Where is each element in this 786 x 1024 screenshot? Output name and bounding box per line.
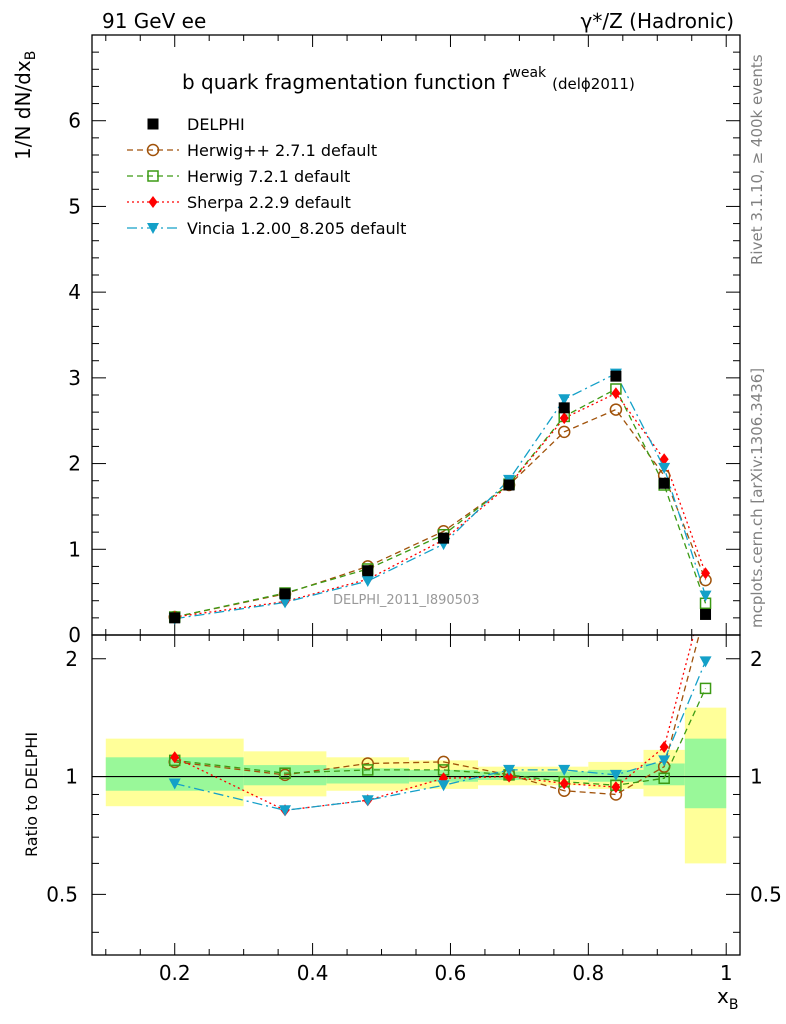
ratio-point-herwig7 bbox=[699, 682, 712, 695]
ratio-point-herwig7 bbox=[361, 764, 374, 776]
point-delphi bbox=[279, 588, 291, 600]
point-vincia bbox=[279, 597, 292, 609]
main-y-axis-label-sub: B bbox=[23, 51, 39, 61]
ratio-y-tick-label-right: 1 bbox=[750, 765, 763, 789]
x-tick-label: 0.4 bbox=[297, 961, 329, 985]
main-y-axis-label-text: 1/N dN/dx bbox=[11, 60, 35, 160]
series-line-sherpa bbox=[174, 392, 707, 618]
point-delphi bbox=[503, 479, 515, 491]
ratio-point-vincia bbox=[609, 769, 622, 781]
plot-title-main: b quark fragmentation function f bbox=[182, 70, 510, 94]
x-tick-label: 0.8 bbox=[572, 961, 604, 985]
ratio-y-tick-label: 2 bbox=[65, 647, 78, 671]
plot-title-suffix: (delϕ2011) bbox=[552, 75, 635, 93]
rivet-label: Rivet 3.1.10, ≥ 400k events bbox=[748, 54, 766, 265]
ratio-point-herwigpp bbox=[437, 755, 450, 769]
x-axis-label-sub: B bbox=[729, 997, 739, 1013]
legend-label: Vincia 1.2.00_8.205 default bbox=[187, 219, 406, 239]
x-axis-label: xB bbox=[717, 984, 738, 1013]
watermark: DELPHI_2011_I890503 bbox=[333, 593, 479, 608]
main-y-tick-label: 0 bbox=[68, 623, 81, 647]
x-tick-label: 0.2 bbox=[159, 961, 191, 985]
point-delphi bbox=[700, 608, 712, 620]
point-herwigpp bbox=[609, 403, 623, 416]
mcplots-label: mcplots.cern.ch [arXiv:1306.3436] bbox=[748, 368, 766, 628]
point-sherpa bbox=[559, 412, 569, 425]
ratio-y-axis-label: Ratio to DELPHI bbox=[22, 732, 41, 857]
ratio-point-herwig7 bbox=[658, 772, 670, 785]
ratio-series-group bbox=[168, 635, 712, 817]
main-y-tick-label: 1 bbox=[68, 537, 81, 561]
point-herwigpp bbox=[557, 425, 571, 439]
ratio-point-sherpa bbox=[659, 741, 669, 753]
x-axis-label-text: x bbox=[717, 984, 729, 1008]
uncertainty-bands bbox=[105, 707, 727, 864]
legend-label: DELPHI bbox=[187, 115, 245, 134]
ratio-point-sherpa bbox=[611, 781, 621, 794]
main-y-tick-label: 6 bbox=[68, 109, 81, 133]
main-y-tick-label: 5 bbox=[68, 194, 81, 218]
ratio-y-tick-label-right: 0.5 bbox=[750, 882, 782, 906]
point-sherpa bbox=[611, 387, 621, 400]
legend: DELPHI Herwig++ 2.7.1 default Herwig 7.2.1… bbox=[127, 115, 406, 239]
ratio-point-sherpa bbox=[504, 770, 514, 783]
point-vincia bbox=[699, 590, 712, 602]
header-left-label: 91 GeV ee bbox=[102, 9, 206, 33]
series-line-herwigpp bbox=[174, 408, 707, 618]
legend-label: Herwig++ 2.7.1 default bbox=[187, 141, 377, 160]
point-sherpa bbox=[701, 567, 711, 580]
legend-marker-herwigpp bbox=[146, 143, 160, 157]
point-delphi bbox=[169, 612, 181, 624]
band-inner bbox=[326, 768, 410, 784]
ratio-point-vincia bbox=[699, 656, 712, 668]
ratio-point-sherpa bbox=[170, 751, 180, 764]
legend-label: Herwig 7.2.1 default bbox=[187, 167, 350, 186]
ratio-y-tick-label-right: 2 bbox=[750, 647, 763, 671]
ratio-point-vincia bbox=[658, 755, 671, 767]
ratio-y-tick-label: 0.5 bbox=[46, 882, 78, 906]
ratio-point-vincia bbox=[279, 805, 292, 817]
ratio-point-vincia bbox=[361, 795, 374, 807]
main-y-tick-label: 4 bbox=[68, 280, 81, 304]
point-delphi bbox=[610, 370, 622, 382]
legend-marker-delphi bbox=[147, 118, 159, 130]
plot-title-superscript: weak bbox=[509, 65, 547, 81]
point-delphi bbox=[558, 402, 570, 414]
band-inner bbox=[684, 738, 727, 809]
ratio-point-herwigpp bbox=[361, 757, 374, 770]
ratio-point-sherpa bbox=[559, 777, 569, 790]
main-y-tick-label: 3 bbox=[68, 366, 81, 390]
ratio-y-tick-label: 1 bbox=[65, 765, 78, 789]
point-vincia bbox=[558, 394, 571, 406]
ratio-line-herwigpp bbox=[174, 635, 700, 796]
series-line-vincia bbox=[174, 372, 707, 620]
header-right-label: γ*/Z (Hadronic) bbox=[581, 9, 734, 33]
point-vincia bbox=[658, 462, 671, 474]
legend-marker-vincia bbox=[147, 223, 159, 234]
ratio-point-vincia bbox=[437, 780, 450, 792]
point-delphi bbox=[658, 477, 670, 489]
ratio-point-herwig7 bbox=[279, 767, 291, 779]
point-vincia bbox=[361, 576, 374, 587]
point-delphi bbox=[362, 565, 374, 577]
ratio-point-vincia bbox=[168, 778, 181, 790]
main-y-tick-label: 2 bbox=[68, 452, 81, 476]
x-tick-label: 0.6 bbox=[435, 961, 467, 985]
point-delphi bbox=[438, 532, 450, 544]
ratio-plot-frame bbox=[91, 634, 741, 956]
point-sherpa bbox=[659, 453, 669, 466]
legend-label: Sherpa 2.2.9 default bbox=[187, 193, 351, 212]
x-tick-label: 1 bbox=[720, 961, 733, 985]
ratio-point-vincia bbox=[503, 764, 516, 776]
main-series-group bbox=[168, 368, 712, 625]
ratio-axis-ticks: 0.2 0.4 0.6 0.8 1 0.5 0.5 1 1 2 2 bbox=[46, 635, 782, 985]
main-y-axis-label: 1/N dN/dxB bbox=[11, 51, 39, 160]
legend-marker-sherpa bbox=[148, 196, 158, 208]
legend-marker-herwig7 bbox=[147, 170, 159, 182]
plot-title: b quark fragmentation function fweak (del… bbox=[182, 65, 635, 94]
main-axis-ticks: 0 1 2 3 4 5 6 bbox=[68, 35, 740, 647]
ratio-point-vincia bbox=[558, 764, 571, 776]
